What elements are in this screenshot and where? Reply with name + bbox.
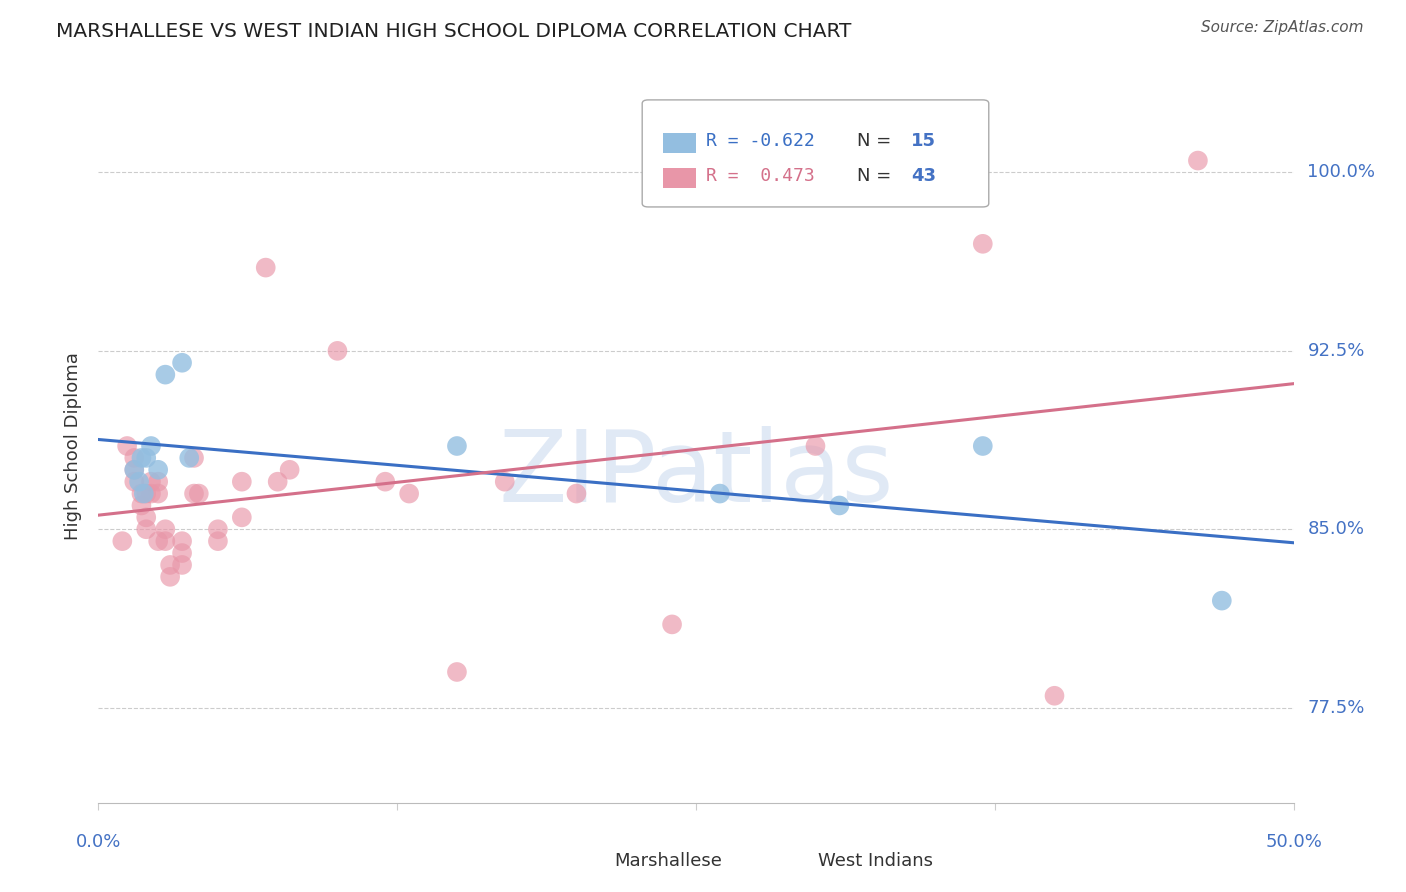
Point	[1043, 689, 1066, 703]
Point	[709, 486, 731, 500]
Point	[172, 546, 194, 560]
Point	[148, 486, 170, 500]
Point	[972, 236, 994, 251]
Text: R =  0.473: R = 0.473	[706, 168, 814, 186]
Point	[374, 475, 396, 489]
Point	[267, 475, 290, 489]
Point	[155, 534, 177, 549]
Text: ZIPatlas: ZIPatlas	[498, 426, 894, 523]
Point	[172, 558, 194, 572]
Text: N =: N =	[858, 168, 897, 186]
Bar	[576, 853, 606, 871]
Point	[155, 368, 177, 382]
Text: 77.5%: 77.5%	[1308, 698, 1365, 716]
Point	[1211, 593, 1233, 607]
Point	[135, 510, 157, 524]
Point	[231, 475, 253, 489]
Point	[124, 475, 146, 489]
Point	[446, 665, 468, 679]
Point	[148, 463, 170, 477]
Point	[135, 450, 157, 465]
Point	[159, 558, 181, 572]
Text: 43: 43	[911, 168, 936, 186]
Point	[446, 439, 468, 453]
Point	[115, 439, 138, 453]
Point	[565, 486, 588, 500]
Point	[278, 463, 301, 477]
Point	[135, 486, 157, 500]
Point	[183, 486, 205, 500]
Point	[828, 499, 851, 513]
Point	[159, 570, 181, 584]
Point	[139, 486, 162, 500]
Point	[972, 439, 994, 453]
Point	[179, 450, 201, 465]
Text: 92.5%: 92.5%	[1308, 342, 1365, 359]
Point	[139, 475, 162, 489]
Point	[254, 260, 277, 275]
Text: 15: 15	[911, 132, 936, 150]
Point	[131, 450, 153, 465]
Text: 100.0%: 100.0%	[1308, 163, 1375, 181]
Text: Marshallese: Marshallese	[614, 853, 723, 871]
Point	[326, 343, 349, 358]
Point	[155, 522, 177, 536]
Bar	[662, 133, 696, 153]
Text: Source: ZipAtlas.com: Source: ZipAtlas.com	[1201, 20, 1364, 35]
Text: MARSHALLESE VS WEST INDIAN HIGH SCHOOL DIPLOMA CORRELATION CHART: MARSHALLESE VS WEST INDIAN HIGH SCHOOL D…	[56, 22, 852, 41]
Point	[804, 439, 827, 453]
Text: West Indians: West Indians	[818, 853, 932, 871]
Point	[135, 522, 157, 536]
Point	[172, 534, 194, 549]
Point	[207, 522, 229, 536]
Text: 50.0%: 50.0%	[1265, 833, 1322, 851]
Point	[172, 356, 194, 370]
Point	[111, 534, 134, 549]
FancyBboxPatch shape	[643, 100, 988, 207]
Point	[148, 534, 170, 549]
Point	[207, 534, 229, 549]
Point	[124, 450, 146, 465]
Point	[131, 499, 153, 513]
Point	[494, 475, 516, 489]
Point	[132, 486, 155, 500]
Point	[124, 463, 146, 477]
Point	[398, 486, 420, 500]
Point	[231, 510, 253, 524]
Text: N =: N =	[858, 132, 897, 150]
Point	[128, 475, 150, 489]
Text: 0.0%: 0.0%	[76, 833, 121, 851]
Point	[139, 439, 162, 453]
Point	[187, 486, 209, 500]
Text: 85.0%: 85.0%	[1308, 520, 1364, 538]
Point	[148, 475, 170, 489]
Point	[131, 486, 153, 500]
Point	[124, 463, 146, 477]
Y-axis label: High School Diploma: High School Diploma	[65, 352, 83, 540]
Bar	[662, 169, 696, 188]
Point	[1187, 153, 1209, 168]
Bar	[779, 853, 810, 871]
Text: R = -0.622: R = -0.622	[706, 132, 814, 150]
Point	[661, 617, 683, 632]
Point	[183, 450, 205, 465]
